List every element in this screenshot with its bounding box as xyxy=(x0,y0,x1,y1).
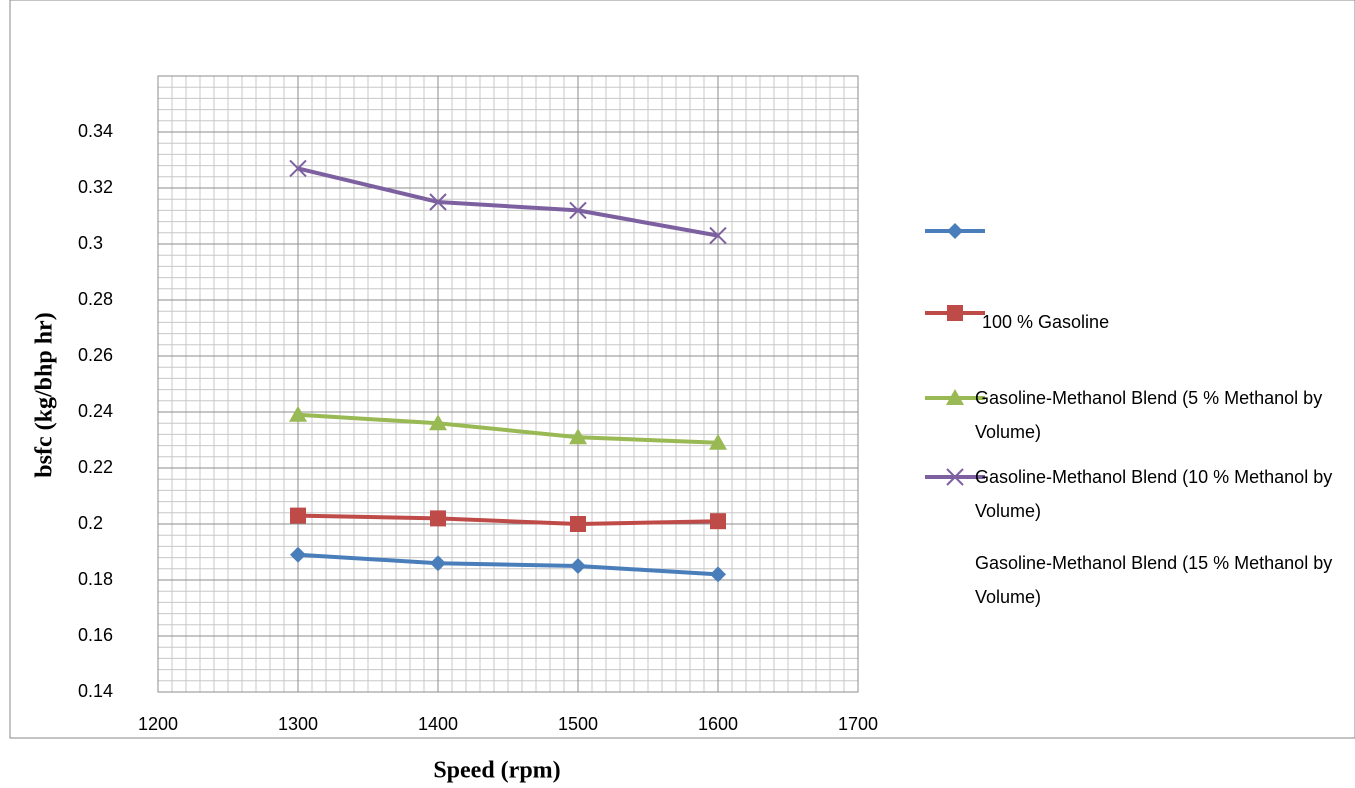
y-tick-label: 0.28 xyxy=(78,289,113,309)
y-tick-label: 0.24 xyxy=(78,401,113,421)
marker xyxy=(569,201,587,220)
marker xyxy=(947,223,963,239)
chart-frame xyxy=(9,0,1355,739)
marker xyxy=(947,305,963,321)
legend-label: Gasoline-Methanol Blend (10 % Methanol b… xyxy=(975,467,1333,521)
y-axis-title: bsfc (kg/bhp hr) xyxy=(32,312,58,477)
x-tick-label: 1400 xyxy=(418,714,458,734)
marker xyxy=(570,516,586,532)
y-tick-label: 0.2 xyxy=(78,513,103,533)
series-line xyxy=(297,166,719,238)
y-tick-label: 0.22 xyxy=(78,457,113,477)
x-axis-title: Speed (rpm) xyxy=(433,758,560,784)
marker xyxy=(569,428,587,445)
legend-label: Gasoline-Methanol Blend (5 % Methanol by… xyxy=(975,388,1323,442)
legend-label: Gasoline-Methanol Blend (15 % Methanol b… xyxy=(975,553,1333,607)
series-line xyxy=(297,552,719,577)
plot-border xyxy=(157,75,859,693)
y-tick-label: 0.34 xyxy=(78,121,113,141)
x-tick-label: 1600 xyxy=(698,714,738,734)
marker xyxy=(289,159,307,178)
series-line xyxy=(297,513,719,527)
marker xyxy=(710,566,726,583)
marker xyxy=(429,193,447,211)
x-tick-label: 1700 xyxy=(838,714,878,734)
marker xyxy=(709,226,727,245)
marker xyxy=(289,405,307,422)
marker xyxy=(290,546,306,563)
marker xyxy=(709,433,727,450)
y-tick-label: 0.32 xyxy=(78,177,113,197)
x-tick-label: 1500 xyxy=(558,714,598,734)
x-tick-label: 1200 xyxy=(138,714,178,734)
marker xyxy=(946,468,964,486)
y-tick-label: 0.26 xyxy=(78,345,113,365)
y-tick-label: 0.3 xyxy=(78,233,103,253)
series-line xyxy=(297,412,719,445)
marker xyxy=(946,389,964,405)
marker xyxy=(710,513,726,530)
x-tick-label: 1300 xyxy=(278,714,318,734)
marker xyxy=(570,558,586,574)
y-tick-label: 0.18 xyxy=(78,569,113,589)
y-tick-label: 0.14 xyxy=(78,681,113,701)
marker xyxy=(429,414,447,431)
legend-label: 100 % Gasoline xyxy=(982,312,1110,332)
marker xyxy=(430,510,446,527)
marker xyxy=(290,507,306,524)
y-tick-label: 0.16 xyxy=(78,625,113,645)
marker xyxy=(430,555,446,572)
